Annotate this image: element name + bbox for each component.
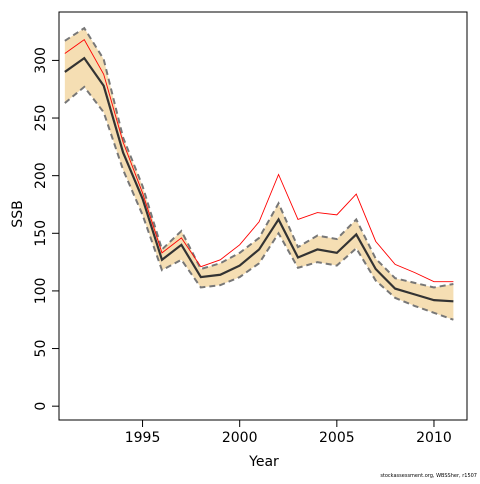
y-tick-label: 100 — [33, 278, 49, 305]
lower-bound-line — [64, 85, 454, 321]
x-tick-label: 1995 — [125, 430, 161, 446]
plot-frame — [58, 11, 468, 421]
confidence-band — [64, 28, 454, 320]
y-tick-label: 150 — [33, 220, 49, 247]
y-axis: 0 50 100 150 200 250 300 — [33, 47, 59, 411]
y-tick-label: 200 — [33, 162, 49, 189]
red-series-line — [64, 39, 454, 283]
y-axis-label: SSB — [10, 200, 26, 227]
x-tick-label: 2005 — [319, 430, 355, 446]
y-tick-label: 50 — [33, 340, 49, 358]
x-tick-label: 2010 — [416, 430, 452, 446]
x-axis: 1995 2000 2005 2010 — [125, 420, 452, 446]
x-tick-label: 2000 — [222, 430, 258, 446]
y-tick-label: 250 — [33, 105, 49, 132]
estimate-line — [64, 56, 454, 303]
series-lines — [64, 26, 454, 321]
x-axis-label: Year — [248, 454, 279, 470]
confidence-band-area — [64, 28, 454, 320]
footer-credit: stockassessment.org, WBSSher, r1507 — [380, 473, 477, 479]
upper-bound-line — [64, 26, 454, 289]
y-tick-label: 300 — [33, 47, 49, 74]
y-tick-label: 0 — [33, 402, 49, 411]
